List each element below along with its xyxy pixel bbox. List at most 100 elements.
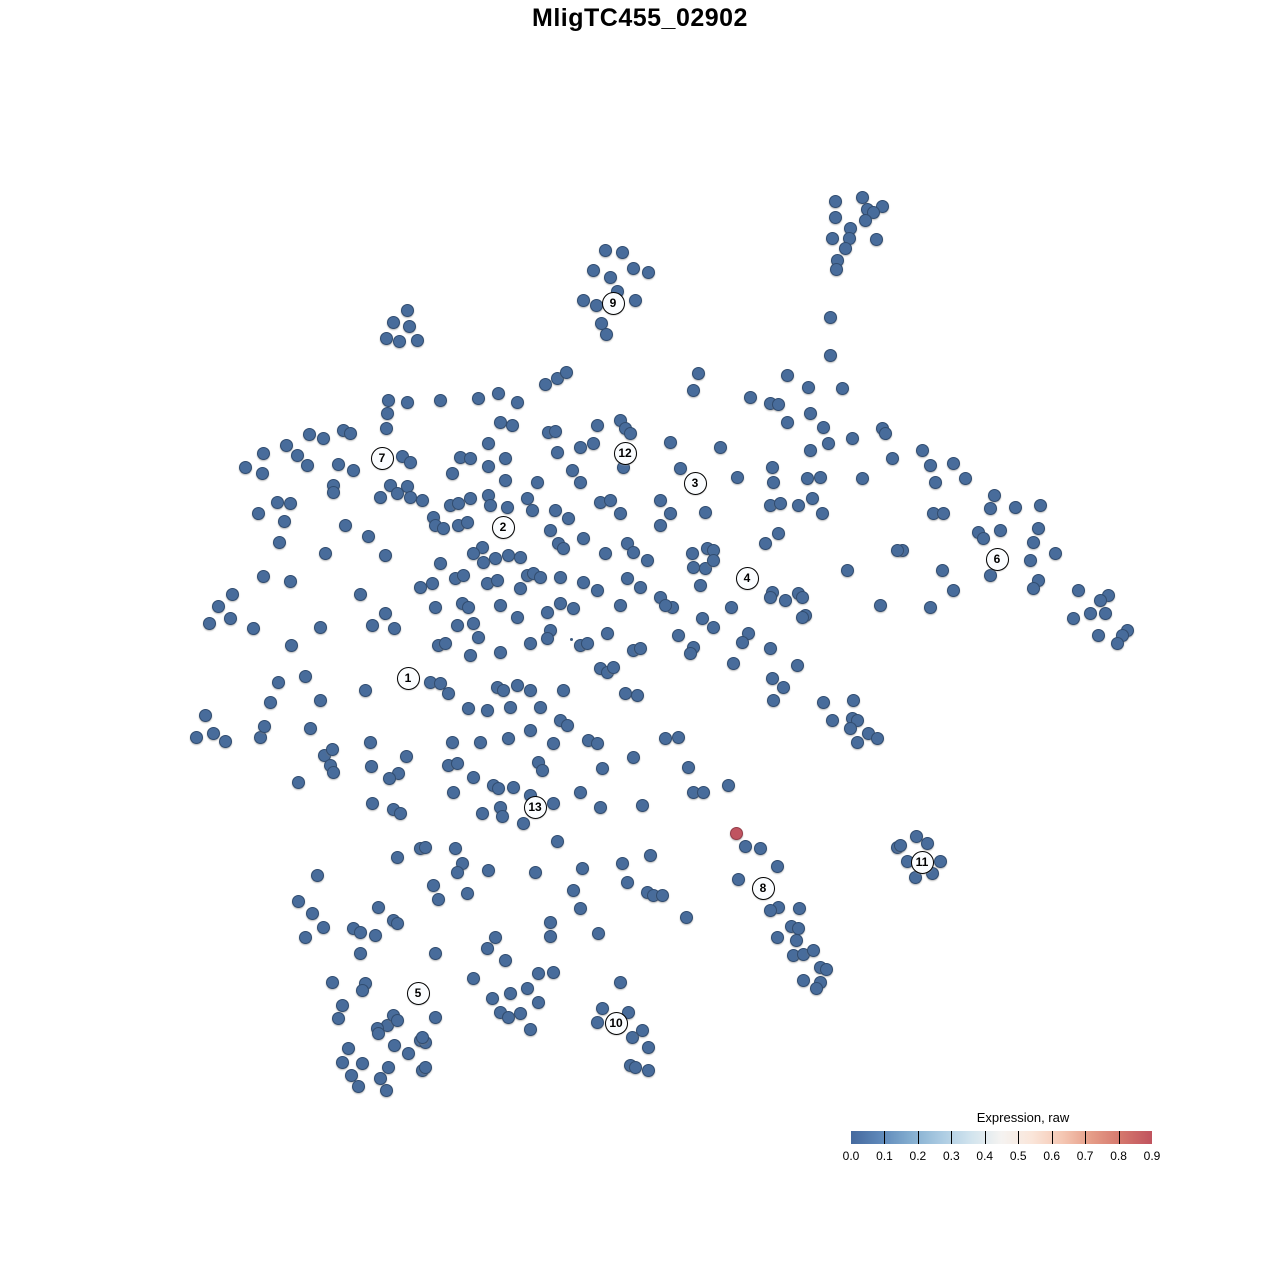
data-point (573, 901, 587, 915)
data-point (1071, 583, 1085, 597)
data-point (713, 440, 727, 454)
data-point (355, 983, 369, 997)
data-point (823, 348, 837, 362)
cluster-label-3: 3 (683, 471, 707, 495)
data-point (533, 700, 547, 714)
data-point (606, 660, 620, 674)
data-point (428, 600, 442, 614)
data-point (473, 735, 487, 749)
data-point (415, 493, 429, 507)
data-point (189, 730, 203, 744)
data-point (590, 736, 604, 750)
data-point (438, 636, 452, 650)
data-point (615, 245, 629, 259)
data-point (858, 213, 872, 227)
data-point (277, 514, 291, 528)
data-point (993, 523, 1007, 537)
data-point (878, 426, 892, 440)
data-point (795, 590, 809, 604)
tiny-point-mark (570, 638, 573, 641)
data-point (743, 390, 757, 404)
data-point (825, 231, 839, 245)
data-point (510, 395, 524, 409)
data-point (501, 1010, 515, 1024)
data-point (371, 1026, 385, 1040)
data-point (346, 463, 360, 477)
legend-tick (1118, 1131, 1120, 1144)
data-point (600, 626, 614, 640)
data-point (491, 781, 505, 795)
data-point (506, 780, 520, 794)
data-point (1098, 606, 1112, 620)
data-point (451, 496, 465, 510)
data-point (1083, 606, 1097, 620)
data-point (869, 232, 883, 246)
data-point (433, 556, 447, 570)
data-point (364, 759, 378, 773)
data-point (271, 675, 285, 689)
data-point (698, 505, 712, 519)
data-point (565, 463, 579, 477)
data-point (855, 471, 869, 485)
data-point (626, 545, 640, 559)
data-point (351, 1079, 365, 1093)
data-point (686, 383, 700, 397)
data-point (920, 836, 934, 850)
data-point (928, 475, 942, 489)
data-point (693, 578, 707, 592)
data-point (481, 863, 495, 877)
data-point (256, 569, 270, 583)
cluster-label-11: 11 (910, 850, 934, 874)
data-point (298, 669, 312, 683)
data-point (801, 380, 815, 394)
data-point (381, 1060, 395, 1074)
data-point (730, 470, 744, 484)
data-point (387, 621, 401, 635)
data-point (463, 491, 477, 505)
data-point (599, 327, 613, 341)
data-point (284, 638, 298, 652)
data-point (491, 386, 505, 400)
data-point (460, 886, 474, 900)
data-point (915, 443, 929, 457)
data-point (283, 496, 297, 510)
data-point (510, 678, 524, 692)
data-point (589, 298, 603, 312)
legend-tick (951, 1131, 953, 1144)
data-point (685, 546, 699, 560)
data-point (450, 756, 464, 770)
data-point (580, 636, 594, 650)
data-point (390, 916, 404, 930)
data-point (331, 457, 345, 471)
data-point (326, 765, 340, 779)
data-point (540, 605, 554, 619)
data-point (789, 933, 803, 947)
data-point (696, 785, 710, 799)
data-point (936, 506, 950, 520)
data-point (561, 511, 575, 525)
data-point (520, 981, 534, 995)
data-point (770, 930, 784, 944)
data-point (765, 460, 779, 474)
data-point (523, 723, 537, 737)
data-point (840, 563, 854, 577)
legend-tick (1018, 1131, 1020, 1144)
data-point (410, 333, 424, 347)
data-point (778, 593, 792, 607)
data-point (870, 731, 884, 745)
data-point (493, 598, 507, 612)
data-point (641, 1063, 655, 1077)
data-point (498, 451, 512, 465)
data-point (538, 377, 552, 391)
cluster-label-6: 6 (985, 547, 1009, 571)
data-point (735, 635, 749, 649)
data-point (695, 611, 709, 625)
data-point (791, 498, 805, 512)
data-point (653, 493, 667, 507)
data-point (628, 293, 642, 307)
cluster-label-13: 13 (523, 795, 547, 819)
data-point (313, 620, 327, 634)
legend-tick-label: 0.8 (1110, 1149, 1127, 1163)
data-point (550, 834, 564, 848)
data-point (531, 995, 545, 1009)
